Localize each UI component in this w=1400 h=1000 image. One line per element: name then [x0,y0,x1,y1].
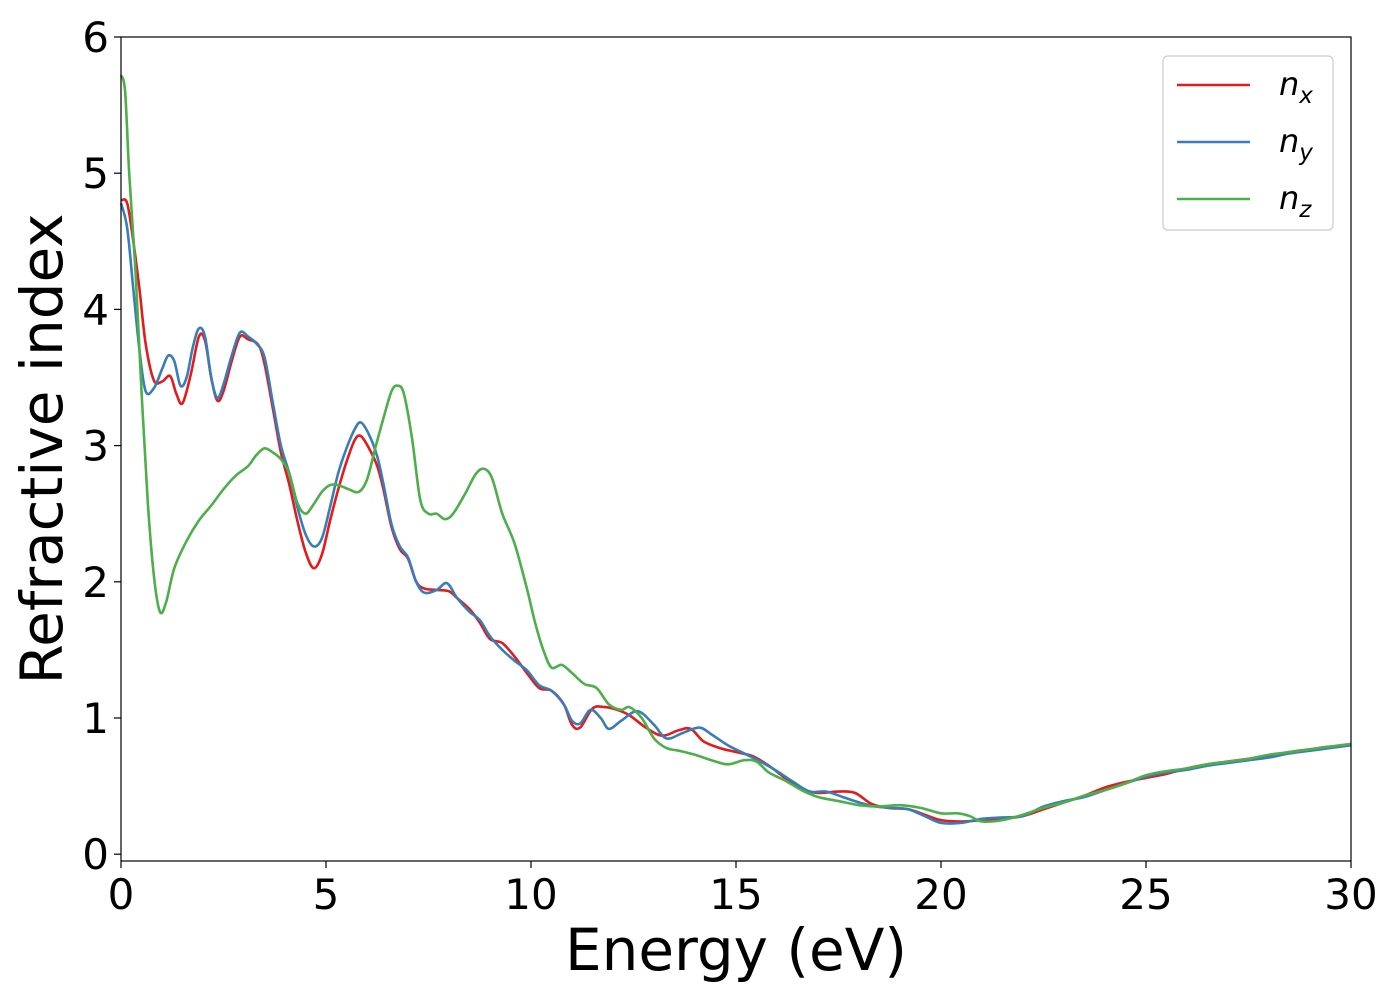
series-line-x [120,198,1352,823]
y-tick-label: 1 [82,694,109,743]
x-tick-label: 0 [108,870,135,919]
y-tick-label: 4 [82,285,109,334]
x-tick-label: 25 [1119,870,1172,919]
x-tick-label: 15 [709,870,762,919]
y-axis-ticks: 0 1 2 3 4 5 6 [82,13,121,879]
y-tick-label: 3 [82,422,109,471]
series-line-z [119,74,1352,824]
x-tick-label: 20 [914,870,967,919]
y-tick-label: 0 [82,830,109,879]
x-tick-label: 5 [313,870,340,919]
y-tick-label: 5 [82,149,109,198]
y-tick-label: 2 [82,558,109,607]
x-axis-title: Energy (eV) [565,916,907,984]
y-axis-title: Refractive index [8,213,76,684]
y-tick-label: 6 [82,13,109,62]
x-tick-label: 10 [504,870,557,919]
x-axis-ticks: 0 5 10 15 20 25 30 [108,861,1378,919]
legend-label-z: nz [1279,179,1312,223]
series-layer [119,74,1352,825]
x-tick-label: 30 [1324,870,1377,919]
